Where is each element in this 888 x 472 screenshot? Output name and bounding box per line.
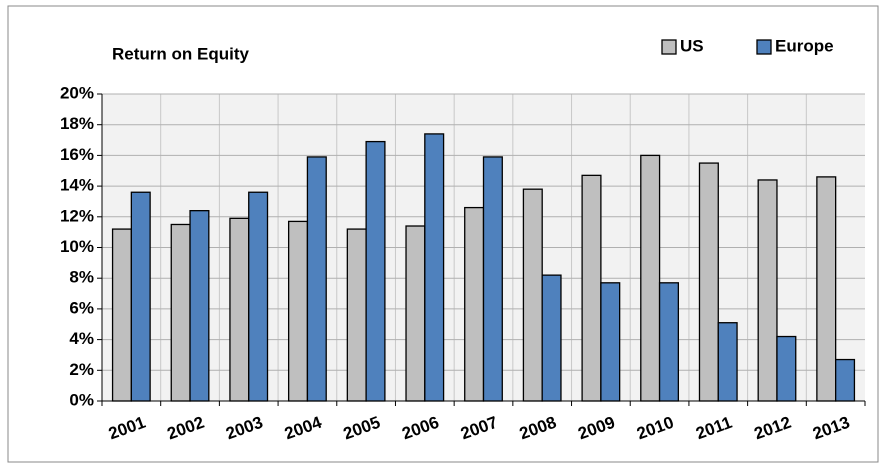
y-tick-label: 6% [69,298,94,317]
legend-label: Europe [775,36,834,55]
bar [835,358,856,402]
bar [757,179,778,402]
y-tick-label: 0% [69,390,94,409]
y-tick-label: 10% [60,237,94,256]
y-tick-label: 20% [60,83,94,102]
legend-swatch [756,39,772,55]
bar [365,140,386,402]
bar [698,162,719,402]
bar [640,154,661,402]
bar [111,228,132,402]
bar [581,174,602,402]
bar [482,156,503,402]
bar [522,188,543,402]
y-tick-label: 4% [69,329,94,348]
bar [306,156,327,402]
y-tick-label: 2% [69,360,94,379]
bar [424,133,445,402]
legend-swatch [661,39,677,55]
y-tick-label: 14% [60,176,94,195]
y-tick-label: 12% [60,206,94,225]
legend-label: US [680,36,704,55]
bar [405,225,426,402]
chart-title: Return on Equity [112,44,249,63]
bar [229,217,250,402]
bar [717,322,738,402]
bar [346,228,367,402]
y-tick-label: 16% [60,145,94,164]
bar [189,210,210,402]
y-tick-label: 8% [69,268,94,287]
bar [170,223,191,402]
bar [130,191,151,402]
bar [464,206,485,402]
bar [248,191,269,402]
bar [600,282,621,402]
bar [776,335,797,402]
bar [541,274,562,402]
bar [658,282,680,402]
bar [816,176,837,402]
y-tick-label: 18% [60,114,94,133]
bar [287,220,309,402]
